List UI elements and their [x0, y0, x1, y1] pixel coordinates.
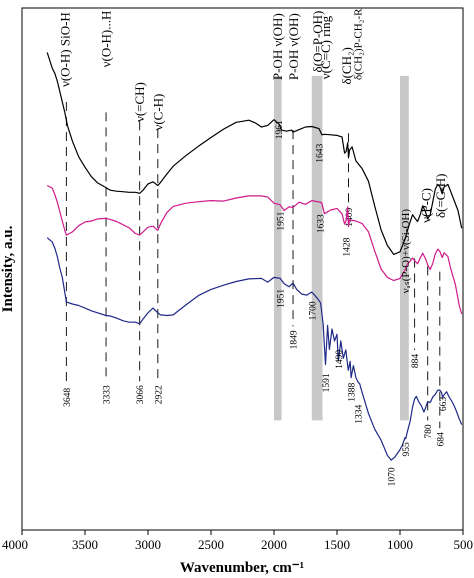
x-tick-label: 2500 — [198, 537, 224, 552]
shaded-bands — [274, 75, 409, 421]
spectrum-line — [46, 237, 463, 461]
peak-label: 1951 — [277, 211, 287, 230]
peak-label: 663 — [439, 397, 449, 412]
x-tick-label: 1500 — [324, 537, 350, 552]
peak-label: 1388 — [348, 383, 358, 402]
shaded-band — [400, 75, 409, 421]
peak-label: 1490 — [335, 350, 345, 369]
band-assignment: ν(P-C) — [418, 188, 433, 223]
band-assignment: ν(C-H) — [150, 94, 165, 131]
x-tick-label: 2000 — [261, 537, 287, 552]
shaded-band — [274, 75, 282, 421]
shaded-band — [311, 75, 323, 421]
peak-label: 955 — [402, 442, 412, 457]
band-assignment: νₐₛ(P-O)+ν(Si-OH) — [400, 209, 412, 294]
band-assignments: ν(O-H) SiO-H ν(O-H)...H ν(=CH) ν(C-H) P-OH ν… — [57, 8, 448, 293]
peak-label: 1633 — [317, 214, 327, 233]
band-assignment: δ(O=P-OH) — [310, 11, 325, 73]
peak-label: 1428 — [343, 237, 353, 256]
x-axis-title: Wavenumber, cm⁻¹ — [180, 560, 304, 576]
band-assignment: P-OH ν(OH) — [286, 13, 301, 80]
x-tick-label: 3500 — [72, 537, 98, 552]
x-tick-label: 500 — [454, 537, 474, 552]
ref-line-label: 3066 — [136, 385, 146, 404]
spectrum-line — [46, 52, 463, 255]
band-assignment: P-OH ν(OH) — [270, 13, 285, 80]
band-assignment: δ(=C-H) — [433, 173, 448, 218]
band-assignment: ν(O-H) SiO-H — [57, 12, 72, 87]
spectra — [46, 52, 463, 461]
ref-line-label: 2922 — [154, 385, 164, 404]
spectrum-line — [46, 184, 463, 315]
ref-line-label: 684 — [436, 432, 446, 447]
ref-line-label: 3648 — [63, 388, 73, 407]
x-tick-label: 1000 — [387, 537, 413, 552]
ref-line-label: 1409 — [345, 208, 355, 227]
x-tick-label: 4000 — [2, 537, 28, 552]
ref-line-label: 884 — [411, 354, 421, 369]
ref-line-label: 780 — [424, 424, 434, 439]
band-assignment: ν(C=C) ring — [318, 15, 333, 79]
band-assignment: ν(=CH) — [132, 82, 147, 122]
band-assignment: δ(CH₂)P-CH₂-R — [352, 8, 364, 80]
plot-frame — [21, 7, 464, 531]
peak-label: 1951 — [277, 289, 287, 308]
peak-label: 1700 — [308, 301, 318, 320]
band-assignment: δ(CH₂) — [339, 47, 354, 84]
peak-label: 1591 — [322, 373, 332, 392]
peak-label: 1334 — [354, 404, 364, 423]
peak-label: 1070 — [388, 467, 398, 486]
y-axis-title: Intensity, a.u. — [0, 225, 16, 312]
peak-label: 1643 — [315, 143, 325, 162]
ref-line-label: 3333 — [103, 385, 113, 404]
band-assignment: ν(O-H)...H — [98, 11, 113, 68]
ref-line-label: 1849 — [290, 330, 300, 349]
x-tick-label: 3000 — [135, 537, 161, 552]
x-axis-ticks: 4000 3500 3000 2500 2000 1500 1000 500 — [2, 530, 473, 552]
peak-label: 1961 — [275, 120, 285, 139]
